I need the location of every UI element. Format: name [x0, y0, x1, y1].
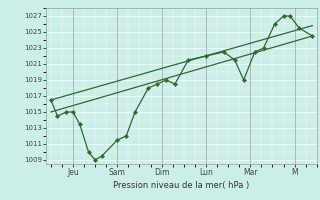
- X-axis label: Pression niveau de la mer( hPa ): Pression niveau de la mer( hPa ): [114, 181, 250, 190]
